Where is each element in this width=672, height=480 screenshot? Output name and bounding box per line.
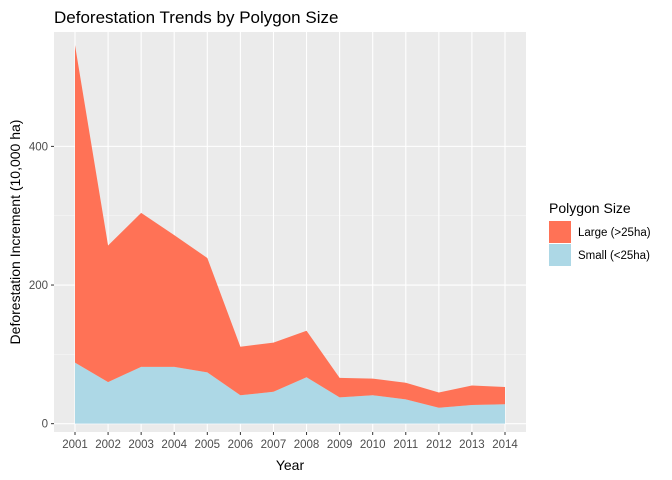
area-series (75, 45, 505, 424)
x-tick-label: 2003 (128, 439, 154, 451)
x-tick-label: 2013 (459, 439, 485, 451)
x-axis-title: Year (276, 457, 305, 473)
area-small-25ha (75, 362, 505, 424)
x-tick-label: 2005 (195, 439, 221, 451)
x-tick-label: 2012 (426, 439, 452, 451)
y-axis: 0 200 400 (29, 141, 54, 431)
x-tick-label: 2006 (228, 439, 254, 451)
x-tick-label: 2014 (492, 439, 518, 451)
y-tick-label: 200 (29, 280, 48, 292)
x-tick-label: 2011 (393, 439, 418, 451)
legend-label-large-25ha: Large (>25ha) (578, 227, 651, 239)
x-tick-label: 2004 (161, 439, 187, 451)
legend-label-small-25ha: Small (<25ha) (578, 250, 650, 262)
x-tick-label: 2007 (261, 439, 287, 451)
x-tick-label: 2010 (360, 439, 386, 451)
y-tick-label: 400 (29, 141, 48, 153)
legend-title: Polygon Size (549, 200, 631, 216)
legend-key-large-25ha (549, 221, 571, 243)
x-tick-label: 2008 (294, 439, 320, 451)
x-tick-label: 2002 (95, 439, 121, 451)
y-axis-title: Deforestation Increment (10,000 ha) (7, 120, 23, 345)
area-large-25ha (75, 45, 505, 408)
legend: Polygon Size Large (>25ha) Small (<25ha) (549, 200, 651, 266)
y-tick-label: 0 (42, 419, 48, 431)
chart-title: Deforestation Trends by Polygon Size (54, 8, 338, 27)
legend-key-small-25ha (549, 244, 571, 266)
x-axis: 2001 2002 2003 2004 2005 2006 2007 2008 2009 2010… (62, 432, 518, 451)
x-tick-label: 2009 (327, 439, 353, 451)
x-tick-label: 2001 (62, 439, 88, 451)
